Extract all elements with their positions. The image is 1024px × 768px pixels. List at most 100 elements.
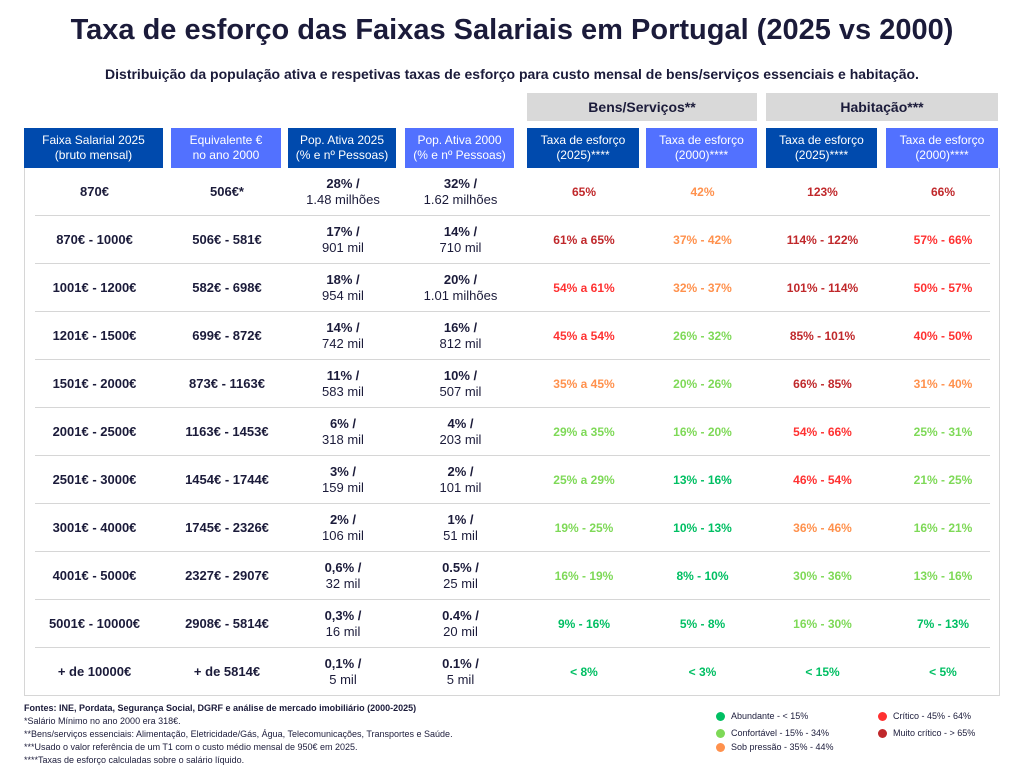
column-header: Taxa de esforço (2000)**** <box>886 128 998 168</box>
cell-text: 65% <box>571 185 597 199</box>
cell-text: 11% / <box>326 368 360 383</box>
cell-text: < 15% <box>805 665 840 679</box>
cell-text: 19% - 25% <box>554 521 614 535</box>
cell-text: 57% - 66% <box>913 233 973 247</box>
cell-text: 0,6% / <box>324 560 362 575</box>
legend-item: Muito crítico - > 65% <box>878 728 975 738</box>
cell-text: 159 mil <box>322 480 364 495</box>
table-cell: 3% /159 mil <box>289 456 397 504</box>
legend-item: Sob pressão - 35% - 44% <box>716 742 834 752</box>
table-cell: 35% a 45% <box>528 360 640 408</box>
note: *Salário Mínimo no ano 2000 era 318€. <box>24 716 181 726</box>
table-cell: 25% - 31% <box>887 408 999 456</box>
table-cell: 14% /742 mil <box>289 312 397 360</box>
table-cell: 21% - 25% <box>887 456 999 504</box>
table-cell: 0.1% /5 mil <box>406 648 515 696</box>
legend-label: Crítico - 45% - 64% <box>893 711 972 721</box>
table-cell: < 5% <box>887 648 999 696</box>
legend-label: Sob pressão - 35% - 44% <box>731 742 834 752</box>
table-cell: 16% - 30% <box>767 600 878 648</box>
table-cell: 4001€ - 5000€ <box>25 552 164 600</box>
cell-text: 14% / <box>326 320 360 335</box>
cell-text: 5001€ - 10000€ <box>48 616 141 631</box>
legend-dot-icon <box>878 711 887 721</box>
column-header: Taxa de esforço (2000)**** <box>646 128 757 168</box>
table-cell: 10% /507 mil <box>406 360 515 408</box>
cell-text: + de 5814€ <box>193 664 261 679</box>
table-cell: 8% - 10% <box>647 552 758 600</box>
cell-text: 506€ - 581€ <box>192 232 262 247</box>
cell-text: 2908€ - 5814€ <box>185 616 269 631</box>
legend-label: Confortável - 15% - 34% <box>731 728 830 738</box>
column-header: Faixa Salarial 2025 (bruto mensal) <box>24 128 163 168</box>
table-cell: 1745€ - 2326€ <box>172 504 282 552</box>
cell-text: 25 mil <box>443 576 478 591</box>
cell-text: 85% - 101% <box>789 329 856 343</box>
cell-text: 710 mil <box>439 240 482 255</box>
legend-item: Abundante - < 15% <box>716 711 808 721</box>
table-cell: 2% /106 mil <box>289 504 397 552</box>
table-cell: 11% /583 mil <box>289 360 397 408</box>
table-cell: 0.5% /25 mil <box>406 552 515 600</box>
table-cell: 2327€ - 2907€ <box>172 552 282 600</box>
legend-dot-icon <box>716 711 725 721</box>
table-cell: 29% a 35% <box>528 408 640 456</box>
cell-text: 114% - 122% <box>786 233 859 247</box>
cell-text: 54% a 61% <box>553 281 615 295</box>
table-row: + de 10000€ + de 5814€ 0,1% /5 mil 0.1% /5 … <box>35 648 990 696</box>
cell-text: 10% - 13% <box>673 521 732 535</box>
cell-text: 2501€ - 3000€ <box>52 472 137 487</box>
table-cell: 5% - 8% <box>647 600 758 648</box>
footer-notes: Fontes: INE, Pordata, Segurança Social, … <box>24 702 453 767</box>
cell-text: < 3% <box>688 665 717 679</box>
cell-text: < 5% <box>929 665 957 679</box>
cell-text: 20% / <box>443 272 478 287</box>
cell-text: 101% - 114% <box>786 281 859 295</box>
cell-text: 18% / <box>326 272 360 287</box>
table-cell: 85% - 101% <box>767 312 878 360</box>
table-cell: 18% /954 mil <box>289 264 397 312</box>
legend-label: Abundante - < 15% <box>731 711 809 721</box>
cell-text: 32 mil <box>325 576 361 591</box>
table-cell: 13% - 16% <box>887 552 999 600</box>
cell-text: 1.01 milhões <box>423 288 498 303</box>
table-cell: 32% - 37% <box>647 264 758 312</box>
table-cell: + de 5814€ <box>172 648 282 696</box>
column-header: Equivalente € no ano 2000 <box>171 128 281 168</box>
cell-text: 16% - 30% <box>793 617 852 631</box>
table-cell: 31% - 40% <box>887 360 999 408</box>
table-cell: 0,6% /32 mil <box>289 552 397 600</box>
column-header: Pop. Ativa 2025 (% e nº Pessoas) <box>288 128 396 168</box>
note: ****Taxas de esforço calculadas sobre o … <box>24 755 245 765</box>
table-row: 5001€ - 10000€ 2908€ - 5814€ 0,3% /16 mil 0… <box>35 600 990 648</box>
table-cell: 50% - 57% <box>887 264 999 312</box>
table-cell: 42% <box>647 168 758 216</box>
table-row: 1001€ - 1200€ 582€ - 698€ 18% /954 mil 20% … <box>35 264 990 312</box>
cell-text: 14% / <box>443 224 478 239</box>
table-row: 4001€ - 5000€ 2327€ - 2907€ 0,6% /32 mil 0.… <box>35 552 990 600</box>
table-cell: 2001€ - 2500€ <box>25 408 164 456</box>
table-cell: 870€ <box>25 168 164 216</box>
cell-text: 8% - 10% <box>676 569 729 583</box>
cell-text: 10% / <box>443 368 478 383</box>
cell-text: 1201€ - 1500€ <box>52 328 137 343</box>
note: ***Usado o valor referência de um T1 com… <box>24 742 358 752</box>
table-cell: 1501€ - 2000€ <box>25 360 164 408</box>
table-cell: 0,3% /16 mil <box>289 600 397 648</box>
cell-text: 28% / <box>326 176 360 191</box>
table-cell: 10% - 13% <box>647 504 758 552</box>
table-cell: 1% /51 mil <box>406 504 515 552</box>
table-cell: 40% - 50% <box>887 312 999 360</box>
table-cell: 13% - 16% <box>647 456 758 504</box>
table-cell: 54% a 61% <box>528 264 640 312</box>
cell-text: 7% - 13% <box>916 617 970 631</box>
table-cell: 2501€ - 3000€ <box>25 456 164 504</box>
column-header: Taxa de esforço (2025)**** <box>527 128 639 168</box>
cell-text: 21% - 25% <box>913 473 973 487</box>
table-cell: 114% - 122% <box>767 216 878 264</box>
cell-text: 37% - 42% <box>673 233 732 247</box>
group-header-habitacao: Habitação*** <box>766 93 998 121</box>
table-cell: 0,1% /5 mil <box>289 648 397 696</box>
cell-text: 50% - 57% <box>913 281 973 295</box>
table-cell: 32% /1.62 milhões <box>406 168 515 216</box>
